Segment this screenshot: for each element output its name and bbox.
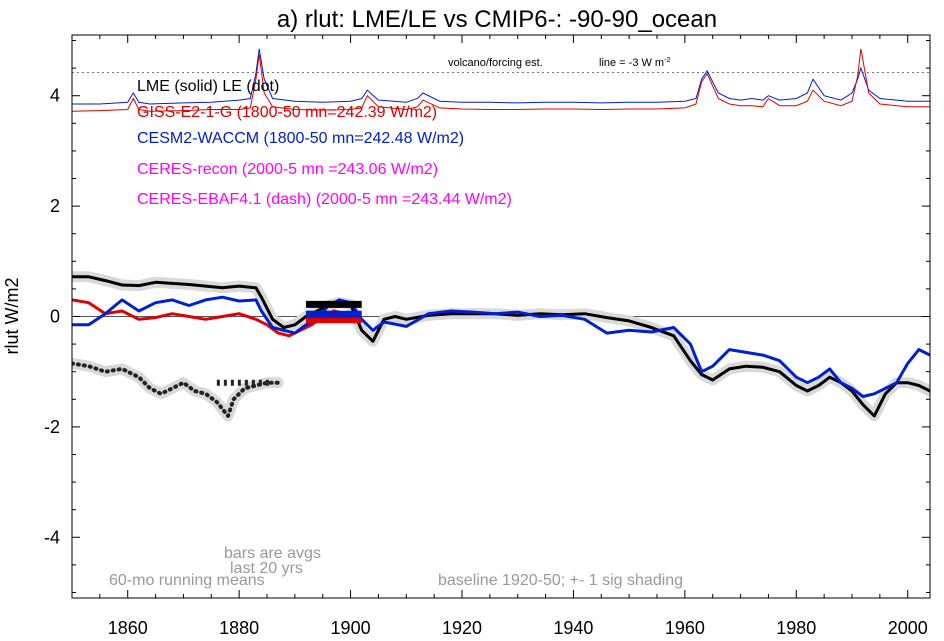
legend-entry-2: CESM2-WACCM (1800-50 mn=242.48 W/m2) [137, 130, 464, 147]
running-mean-note: 60-mo running means [109, 572, 265, 589]
x-tick-label: 1860 [108, 618, 148, 638]
bars-note-line-2: last 20 yrs [230, 560, 303, 577]
y-tick-label: -2 [44, 417, 60, 437]
legend-entry-3: CERES-recon (2000-5 mn =243.06 W/m2) [137, 161, 438, 178]
legend-entry-0: LME (solid) LE (dot) [137, 78, 279, 95]
x-tick-label: 1920 [442, 618, 482, 638]
legend-entry-1: GISS-E2-1-G (1800-50 mn=242.39 W/m2) [137, 104, 437, 121]
y-tick-label: -4 [44, 527, 60, 547]
series-line-3 [72, 361, 281, 418]
volcano-label: volcano/forcing est. [448, 57, 543, 69]
y-tick-label: 0 [50, 307, 60, 327]
y-axis-label: rlut W/m2 [2, 277, 22, 354]
line-label: line = -3 W m-2 [599, 57, 670, 69]
bars-note-line-1: bars are avgs [224, 545, 321, 562]
y-tick-label: 4 [50, 86, 60, 106]
x-tick-label: 1980 [776, 618, 816, 638]
baseline-note: baseline 1920-50; +- 1 sig shading [438, 572, 683, 589]
line-label-superscript: -2 [664, 57, 670, 64]
x-tick-label: 1900 [331, 618, 371, 638]
x-tick-label: 1960 [665, 618, 705, 638]
legend-entry-4: CERES-EBAF4.1 (dash) (2000-5 mn =243.44 … [137, 191, 512, 208]
volcano-forcing-line-1 [72, 48, 930, 112]
data-layer [72, 48, 930, 422]
x-tick-label: 2000 [888, 618, 928, 638]
x-tick-label: 1880 [219, 618, 259, 638]
series-line-2 [72, 295, 930, 398]
y-tick-label: 2 [50, 196, 60, 216]
volcano-forcing-line-0 [72, 48, 930, 105]
plot-area: -4 -2 0 2 4 1860 1880 1900 1920 1940 1960 1980 2000 L… [44, 34, 931, 638]
chart-title: a) rlut: LME/LE vs CMIP6-: -90-90_ocean [277, 6, 717, 33]
x-tick-label: 1940 [553, 618, 593, 638]
